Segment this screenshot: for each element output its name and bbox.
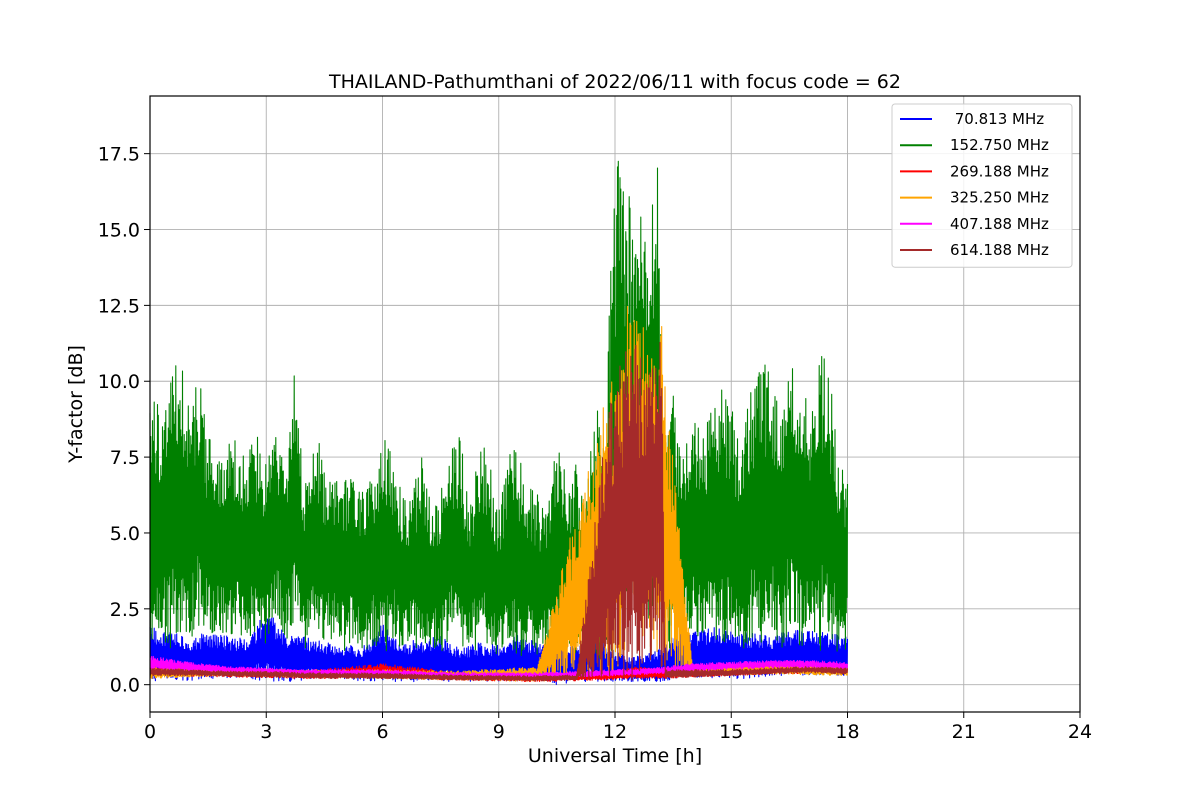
- x-tick-label: 21: [952, 721, 976, 743]
- legend-box: [891, 103, 1073, 268]
- y-tick-label: 0.0: [110, 675, 140, 697]
- x-tick-label: 18: [835, 721, 859, 743]
- x-tick-label: 15: [719, 721, 743, 743]
- legend-entry: 269.188 MHz: [950, 162, 1049, 180]
- x-tick-label: 9: [493, 721, 505, 743]
- y-tick-label: 15.0: [98, 220, 140, 242]
- y-tick-label: 17.5: [98, 144, 140, 166]
- x-tick-label: 24: [1068, 721, 1092, 743]
- y-tick-label: 12.5: [98, 295, 140, 317]
- y-tick-label: 2.5: [110, 599, 140, 621]
- data-layer: [149, 160, 849, 686]
- legend-entry: 407.188 MHz: [950, 215, 1049, 233]
- x-axis-label: Universal Time [h]: [528, 745, 702, 767]
- chart-title: THAILAND-Pathumthani of 2022/06/11 with …: [328, 71, 901, 93]
- x-tick-label: 0: [144, 721, 156, 743]
- y-axis-label: Y-factor [dB]: [65, 345, 87, 464]
- legend: 70.813 MHz 152.750 MHz 269.188 MHz 325.250 …: [891, 103, 1073, 268]
- legend-entry: 70.813 MHz: [950, 110, 1044, 128]
- legend-entry: 152.750 MHz: [950, 136, 1049, 154]
- series-line: [149, 341, 849, 682]
- y-tick-label: 10.0: [98, 371, 140, 393]
- x-tick-label: 12: [603, 721, 627, 743]
- legend-entry: 614.188 MHz: [950, 241, 1049, 259]
- x-tick-label: 3: [260, 721, 272, 743]
- y-tick-label: 5.0: [110, 523, 140, 545]
- series-line: [149, 160, 849, 659]
- legend-entry: 325.250 MHz: [950, 189, 1049, 207]
- tick-layer: 0 3 6 9 12 15 18 21 24 0.0 2.5 5.0 7.5 10.0 12.5 15.0 17…: [98, 144, 1092, 743]
- y-tick-label: 7.5: [110, 447, 140, 469]
- x-tick-label: 6: [376, 721, 388, 743]
